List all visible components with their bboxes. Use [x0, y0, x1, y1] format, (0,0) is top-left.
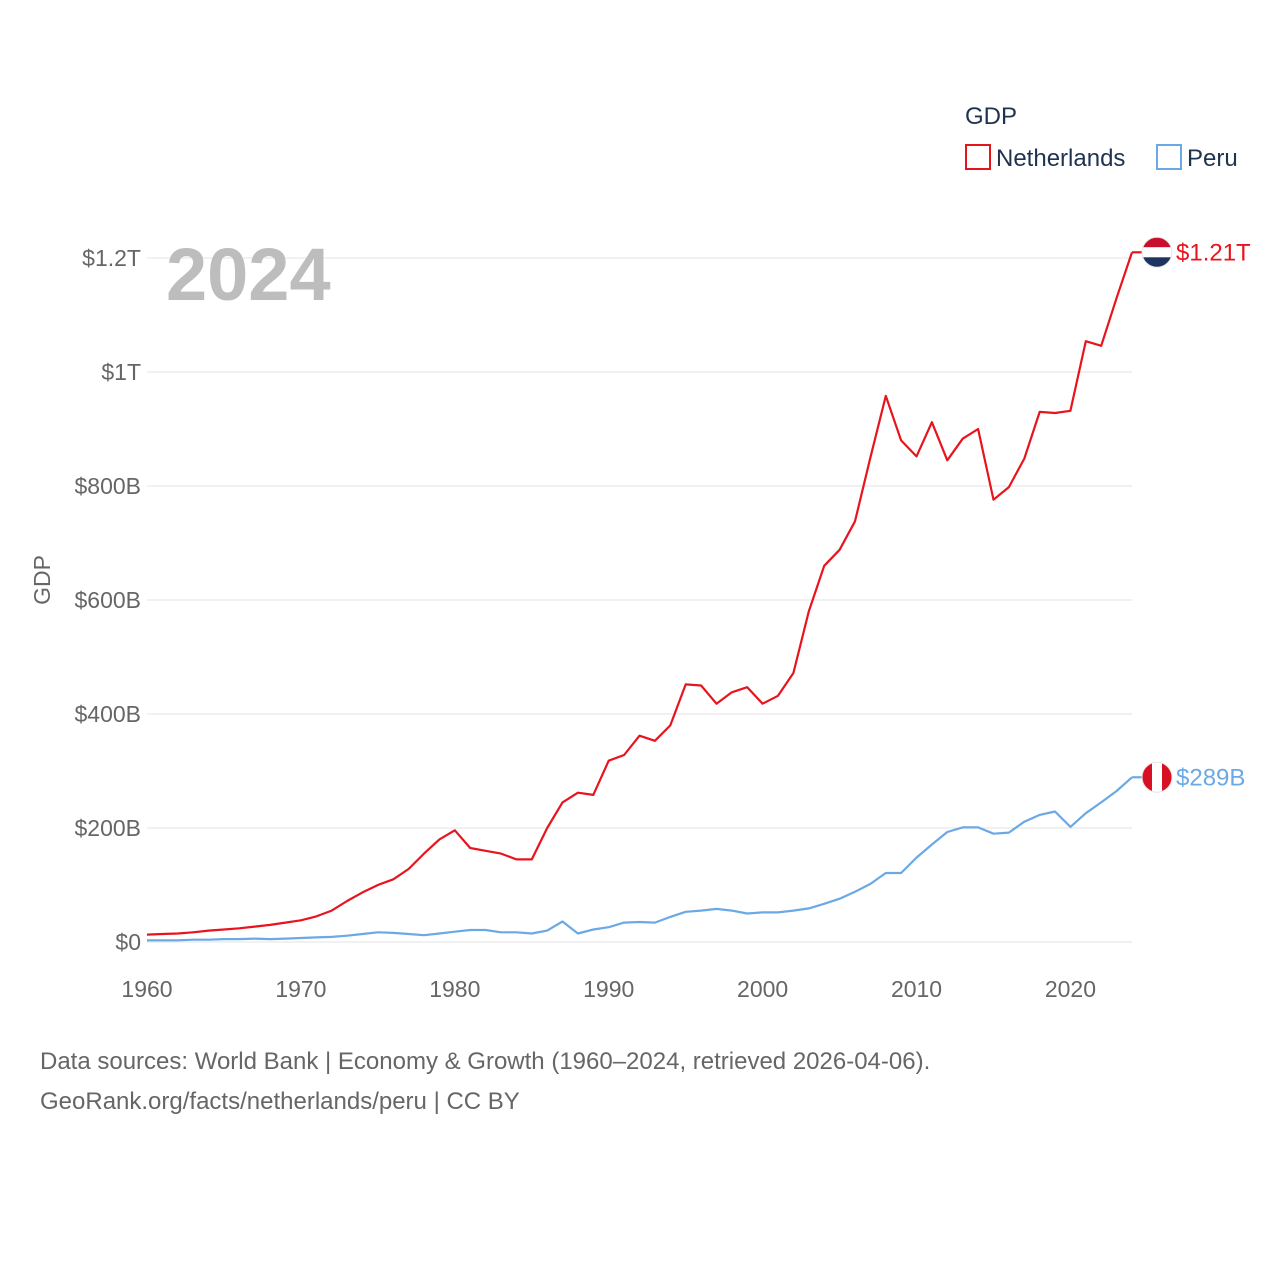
footer: Data sources: World Bank | Economy & Gro… [40, 1042, 930, 1122]
legend-swatch-peru [1156, 144, 1182, 170]
y-tick-label: $1T [101, 359, 141, 385]
y-axis-label: GDP [29, 555, 55, 605]
flag-outline [1141, 236, 1173, 268]
legend: GDP Netherlands Peru [965, 103, 1238, 172]
x-tick-label: 2020 [1045, 976, 1096, 1002]
y-tick-label: $1.2T [82, 245, 141, 271]
legend-item-netherlands[interactable]: Netherlands [965, 144, 1125, 172]
gridlines [147, 257, 1132, 943]
x-tick-label: 1990 [583, 976, 634, 1002]
year-label: 2024 [166, 233, 331, 316]
x-tick-label: 2000 [737, 976, 788, 1002]
legend-label-netherlands: Netherlands [996, 145, 1125, 172]
series-lines [146, 251, 1134, 942]
peru-flag-icon [1142, 762, 1172, 793]
y-tick-label: $0 [115, 929, 141, 955]
series-line-peru [147, 776, 1133, 942]
end-value-label-peru: $289B [1176, 764, 1245, 791]
y-tick-label: $400B [74, 701, 141, 727]
x-axis-ticks: 1960 1970 1980 1990 2000 2010 2020 [121, 976, 1096, 1002]
y-tick-label: $200B [74, 815, 141, 841]
netherlands-flag-icon [1142, 237, 1172, 268]
footer-source: Data sources: World Bank | Economy & Gro… [40, 1048, 931, 1075]
end-value-label-netherlands: $1.21T [1176, 239, 1251, 266]
x-tick-label: 1980 [429, 976, 480, 1002]
x-tick-label: 1960 [121, 976, 172, 1002]
legend-title: GDP [965, 103, 1017, 130]
y-tick-label: $600B [74, 587, 141, 613]
legend-swatch-netherlands [965, 144, 991, 170]
x-tick-label: 1970 [275, 976, 326, 1002]
x-tick-label: 2010 [891, 976, 942, 1002]
legend-item-peru[interactable]: Peru [1156, 144, 1238, 172]
y-axis-ticks: $0 $200B $400B $600B $800B $1T $1.2T [74, 245, 141, 955]
footer-link[interactable]: GeoRank.org/facts/netherlands/peru | CC … [40, 1088, 520, 1115]
legend-label-peru: Peru [1187, 145, 1238, 172]
series-end-markers: $1.21T $289B [1132, 236, 1251, 793]
series-line-netherlands [146, 251, 1134, 936]
flag-outline [1141, 761, 1173, 793]
y-tick-label: $800B [74, 473, 141, 499]
